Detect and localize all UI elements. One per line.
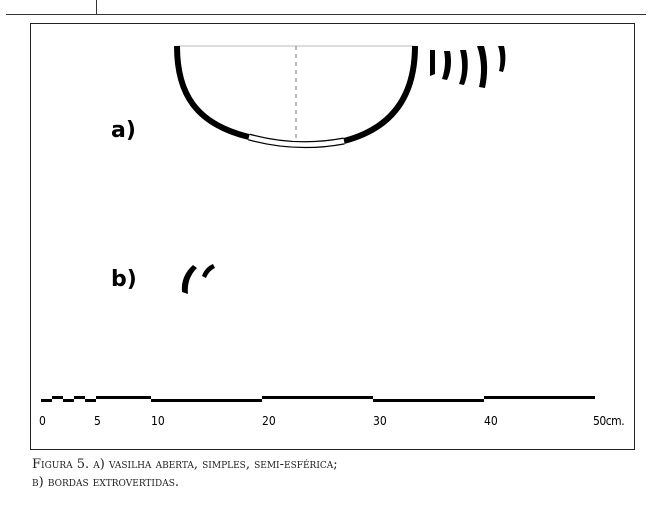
scale-segment xyxy=(74,396,85,399)
rim-fragments-b xyxy=(181,264,215,294)
rim-fragment-2 xyxy=(442,51,451,80)
scale-tick-labels: 0 5 10 20 30 40 50cm. xyxy=(39,414,625,428)
rim-fragment-3 xyxy=(459,50,468,85)
scale-tick-label: 20 xyxy=(262,414,276,428)
scale-segment xyxy=(63,399,74,402)
figure-frame: 0 5 10 20 30 40 50cm. a) b) xyxy=(30,23,635,450)
scale-tick-label: 30 xyxy=(373,414,387,428)
page-top-stub xyxy=(96,0,97,14)
scale-segment xyxy=(373,399,484,402)
rim-fragment-5 xyxy=(498,46,506,72)
panel-label-a: a) xyxy=(111,118,136,143)
rim-fragments-a xyxy=(430,46,506,88)
caption-line-2: b) bordas extrovertidas. xyxy=(32,475,180,490)
vessel-a-drawing xyxy=(174,45,418,149)
vessel-left-wall xyxy=(174,45,250,140)
scale-segment xyxy=(85,399,96,402)
caption-line-1: Figura 5. a) vasilha aberta, simples, se… xyxy=(32,457,338,472)
scale-tick-label: 40 xyxy=(484,414,498,428)
scale-segment xyxy=(151,399,262,402)
scale-segment xyxy=(262,396,373,399)
scale-tick-label: 5 xyxy=(94,414,101,428)
scale-tick-label: 10 xyxy=(151,414,165,428)
scale-tick-label: 50cm. xyxy=(593,414,624,428)
page-top-rule xyxy=(6,14,646,15)
panel-label-b: b) xyxy=(111,267,137,292)
everted-rim-fragment-1 xyxy=(181,265,197,294)
scale-segment xyxy=(52,396,63,399)
figure-drawing: 0 5 10 20 30 40 50cm. xyxy=(39,45,625,428)
everted-rim-fragment-2 xyxy=(202,264,215,278)
vessel-right-wall xyxy=(343,45,418,144)
rim-fragment-4 xyxy=(477,46,488,88)
scale-bar xyxy=(41,396,595,402)
scale-segment xyxy=(484,396,595,399)
scale-tick-label: 0 xyxy=(39,414,46,428)
figure-caption: Figura 5. a) vasilha aberta, simples, se… xyxy=(32,456,632,492)
scale-segment xyxy=(96,396,151,399)
scale-segment xyxy=(41,399,52,402)
rim-fragment-1 xyxy=(430,50,435,76)
